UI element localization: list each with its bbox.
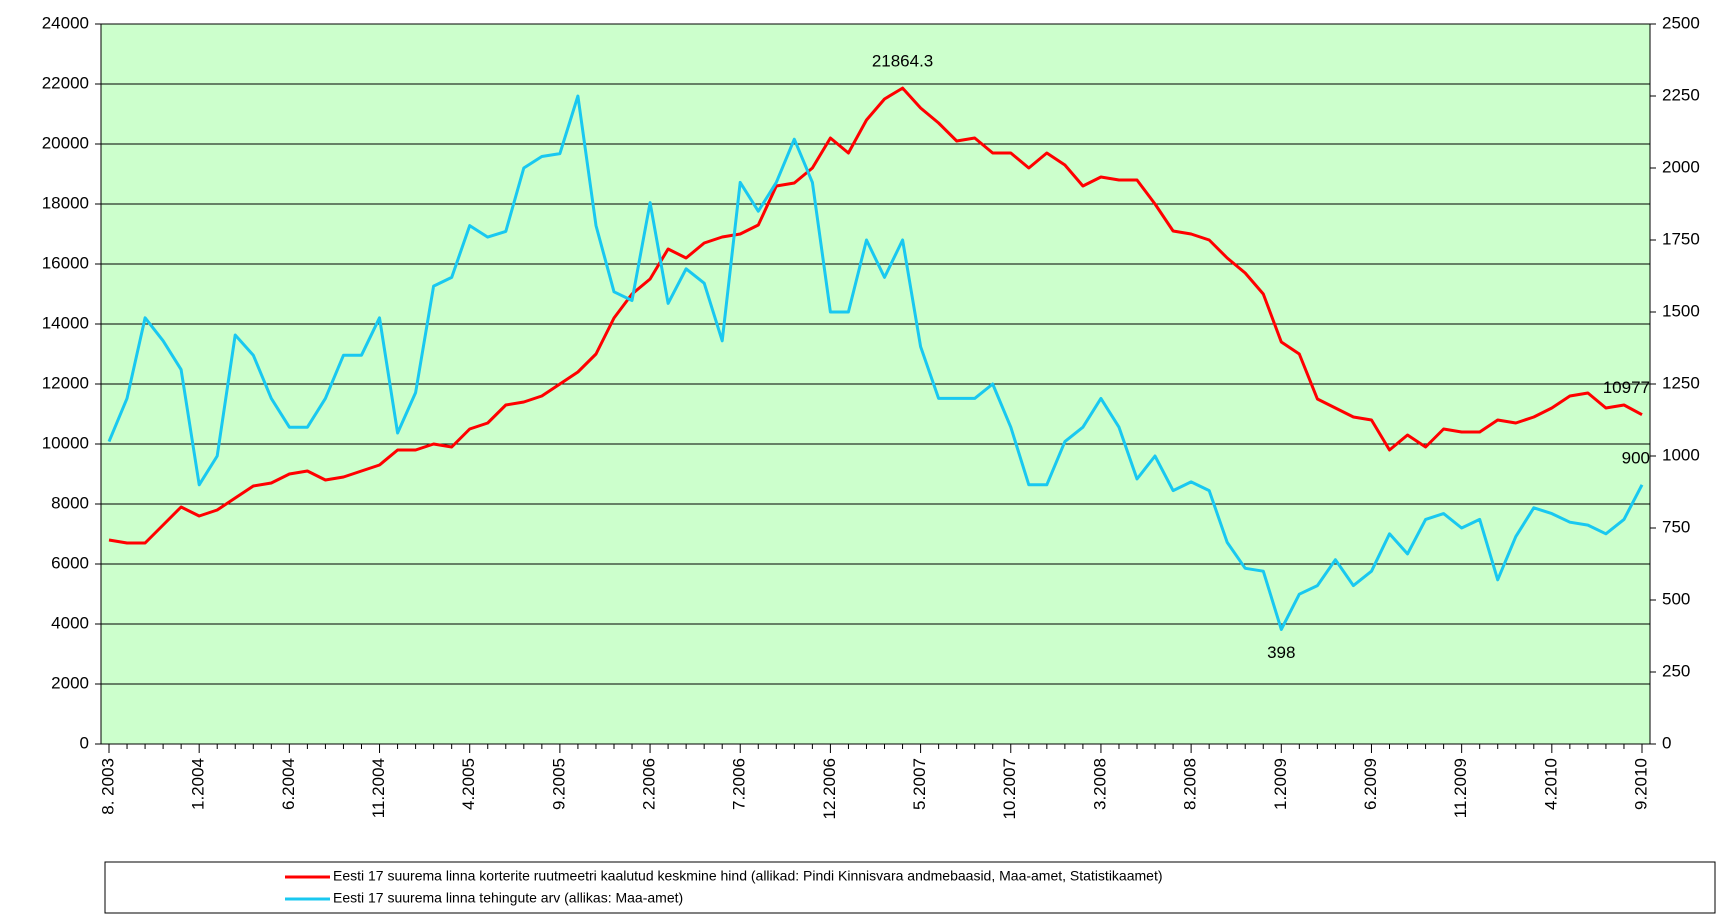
data-label: 10977 (1603, 378, 1650, 397)
x-tick-label: 6.2004 (279, 758, 298, 810)
x-tick-label: 9.2010 (1631, 758, 1650, 810)
y-tick-label: 12000 (42, 373, 89, 392)
x-tick-label: 2.2006 (640, 758, 659, 810)
x-tick-label: 4.2010 (1541, 758, 1560, 810)
x-tick-label: 8. 2003 (98, 758, 117, 815)
y2-tick-label: 250 (1662, 661, 1690, 680)
y2-tick-label: 0 (1662, 733, 1671, 752)
y2-tick-label: 750 (1662, 517, 1690, 536)
y-tick-label: 4000 (51, 613, 89, 632)
x-tick-label: 6.2009 (1361, 758, 1380, 810)
x-tick-label: 5.2007 (910, 758, 929, 810)
data-label: 900 (1622, 448, 1650, 467)
x-tick-label: 8.2008 (1181, 758, 1200, 810)
y2-tick-label: 500 (1662, 589, 1690, 608)
series-line (107, 94, 1644, 631)
y2-tick-label: 1000 (1662, 445, 1700, 464)
y-tick-label: 14000 (42, 313, 89, 332)
y-tick-label: 18000 (42, 193, 89, 212)
y-tick-label: 8000 (51, 493, 89, 512)
x-tick-label: 3.2008 (1090, 758, 1109, 810)
x-tick-label: 1.2009 (1271, 758, 1290, 810)
series-line (108, 86, 1643, 545)
y2-tick-label: 1750 (1662, 229, 1700, 248)
x-tick-label: 9.2005 (549, 758, 568, 810)
y-tick-label: 16000 (42, 253, 89, 272)
x-tick-label: 7.2006 (730, 758, 749, 810)
x-tick-label: 1.2004 (189, 758, 208, 810)
x-tick-label: 4.2005 (459, 758, 478, 810)
y-tick-label: 2000 (51, 673, 89, 692)
y2-tick-label: 2500 (1662, 13, 1700, 32)
legend-box (104, 861, 1716, 914)
y-tick-label: 0 (80, 733, 89, 752)
y2-tick-label: 2000 (1662, 157, 1700, 176)
legend-label: Eesti 17 suurema linna korterite ruutmee… (333, 868, 1163, 884)
y-tick-label: 6000 (51, 553, 89, 572)
y2-tick-label: 2250 (1662, 85, 1700, 104)
x-tick-label: 12.2006 (820, 758, 839, 819)
x-tick-label: 11.2009 (1451, 758, 1470, 818)
x-tick-label: 11.2004 (369, 758, 388, 818)
y2-tick-label: 1500 (1662, 301, 1700, 320)
y-tick-label: 10000 (42, 433, 89, 452)
x-tick-label: 10.2007 (1000, 758, 1019, 819)
legend-label: Eesti 17 suurema linna tehingute arv (al… (333, 890, 683, 906)
y2-tick-label: 1250 (1662, 373, 1700, 392)
data-label: 21864.3 (872, 52, 933, 71)
y-tick-label: 20000 (42, 133, 89, 152)
y-tick-label: 22000 (42, 73, 89, 92)
y-tick-label: 24000 (42, 13, 89, 32)
data-label: 398 (1267, 643, 1295, 662)
